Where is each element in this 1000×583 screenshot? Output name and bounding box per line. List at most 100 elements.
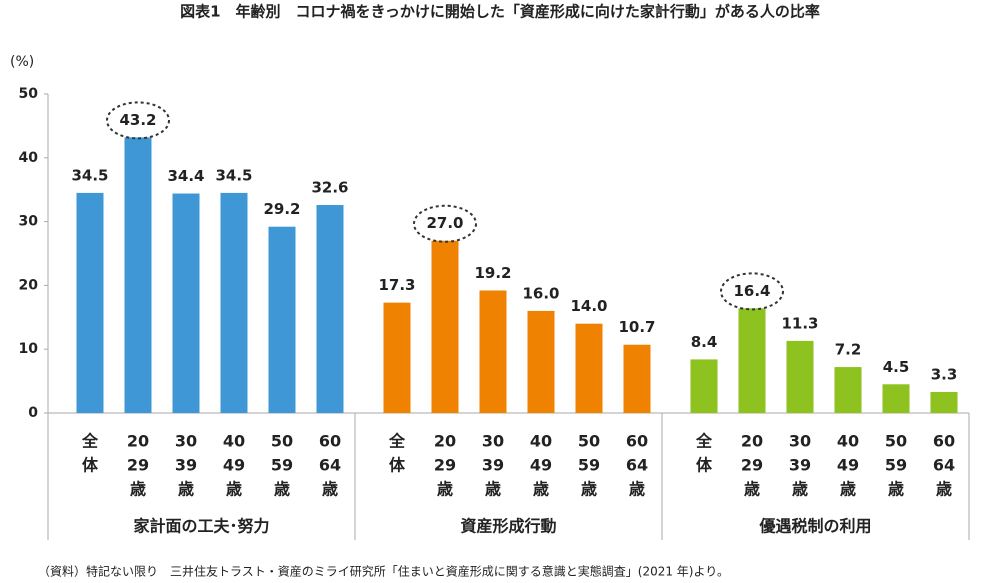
highlight-ring <box>720 272 784 311</box>
x-tick-label: 歳 <box>629 480 645 499</box>
x-tick-label: 歳 <box>274 480 290 499</box>
value-label: 27.0 <box>426 214 463 232</box>
x-tick-label: 歳 <box>792 480 808 499</box>
value-label: 19.2 <box>474 264 511 282</box>
x-tick-label: 歳 <box>840 480 856 499</box>
value-label: 34.4 <box>167 167 204 185</box>
value-label: 7.2 <box>835 341 862 359</box>
highlight-ring <box>106 101 170 140</box>
y-tick-label: 10 <box>19 341 39 357</box>
value-label: 4.5 <box>883 358 910 376</box>
x-tick-label: 20 <box>127 432 149 451</box>
x-tick-label: 30 <box>175 432 197 451</box>
x-tick-label: 60 <box>626 432 648 451</box>
x-tick-label: 歳 <box>130 480 146 499</box>
value-label: 43.2 <box>119 111 156 129</box>
highlight-ring <box>413 204 477 243</box>
y-tick-label: 30 <box>19 214 39 230</box>
bar <box>76 192 104 413</box>
x-tick-label: 50 <box>885 432 907 451</box>
x-tick-label: 30 <box>482 432 504 451</box>
bar <box>383 302 411 413</box>
bar <box>690 359 718 413</box>
bar <box>268 226 296 413</box>
x-tick-label: 49 <box>223 456 245 475</box>
value-label: 10.7 <box>618 318 655 336</box>
value-label: 11.3 <box>781 314 818 332</box>
x-tick-label: 59 <box>885 456 907 475</box>
bar <box>834 367 862 413</box>
bar <box>172 193 200 413</box>
value-label: 34.5 <box>71 166 108 184</box>
bar <box>124 137 152 413</box>
x-tick-label: 40 <box>530 432 552 451</box>
x-tick-label: 50 <box>271 432 293 451</box>
x-tick-label: 64 <box>933 456 955 475</box>
y-tick-label: 0 <box>28 405 38 421</box>
chart-title: 図表1 年齢別 コロナ禍をきっかけに開始した「資産形成に向けた家計行動」がある人… <box>180 3 820 21</box>
x-tick-label: 体 <box>696 456 713 475</box>
value-label: 34.5 <box>215 166 252 184</box>
x-tick-label: 歳 <box>936 480 952 499</box>
group-label: 優遇税制の利用 <box>758 517 871 536</box>
bar <box>882 384 910 413</box>
value-label: 16.0 <box>522 284 559 302</box>
x-tick-label: 歳 <box>322 480 338 499</box>
x-tick-label: 64 <box>626 456 648 475</box>
y-tick-label: 50 <box>19 86 39 102</box>
x-tick-label: 29 <box>434 456 456 475</box>
y-tick-label: 40 <box>19 150 39 166</box>
x-tick-label: 39 <box>175 456 197 475</box>
x-tick-label: 39 <box>482 456 504 475</box>
x-tick-label: 49 <box>837 456 859 475</box>
x-tick-label: 全 <box>388 432 406 451</box>
x-tick-label: 全 <box>81 432 99 451</box>
x-tick-label: 20 <box>434 432 456 451</box>
x-tick-label: 40 <box>837 432 859 451</box>
x-tick-label: 40 <box>223 432 245 451</box>
bar <box>623 344 651 413</box>
x-tick-label: 30 <box>789 432 811 451</box>
x-tick-label: 29 <box>127 456 149 475</box>
x-tick-label: 60 <box>319 432 341 451</box>
x-tick-label: 59 <box>271 456 293 475</box>
value-label: 29.2 <box>263 200 300 218</box>
x-tick-label: 歳 <box>581 480 597 499</box>
x-tick-label: 歳 <box>744 480 760 499</box>
bar <box>527 310 555 413</box>
x-tick-label: 歳 <box>226 480 242 499</box>
value-label: 17.3 <box>378 276 415 294</box>
x-tick-label: 歳 <box>533 480 549 499</box>
bar <box>786 340 814 413</box>
bar <box>220 192 248 413</box>
x-tick-label: 歳 <box>888 480 904 499</box>
value-label: 3.3 <box>931 365 958 383</box>
x-tick-label: 50 <box>578 432 600 451</box>
value-label: 16.4 <box>733 282 770 300</box>
x-tick-label: 体 <box>82 456 99 475</box>
x-tick-label: 歳 <box>485 480 501 499</box>
x-tick-label: 歳 <box>437 480 453 499</box>
value-label: 32.6 <box>311 179 348 197</box>
group-label: 家計面の工夫･努力 <box>133 517 269 536</box>
bar <box>316 205 344 413</box>
bar <box>930 391 958 413</box>
x-tick-label: 49 <box>530 456 552 475</box>
bar <box>431 240 459 413</box>
y-axis-label: (%) <box>10 54 34 70</box>
y-tick-label: 20 <box>19 277 39 293</box>
source-note: （資料）特記ない限り 三井住友トラスト・資産のミライ研究所「住まいと資産形成に関… <box>38 564 729 579</box>
value-label: 8.4 <box>691 333 718 351</box>
bar <box>479 290 507 413</box>
x-tick-label: 60 <box>933 432 955 451</box>
bar <box>738 308 766 413</box>
x-tick-label: 59 <box>578 456 600 475</box>
x-tick-label: 20 <box>741 432 763 451</box>
value-label: 14.0 <box>570 297 607 315</box>
x-tick-label: 体 <box>389 456 406 475</box>
x-tick-label: 39 <box>789 456 811 475</box>
group-label: 資産形成行動 <box>460 517 556 536</box>
x-tick-label: 歳 <box>178 480 194 499</box>
